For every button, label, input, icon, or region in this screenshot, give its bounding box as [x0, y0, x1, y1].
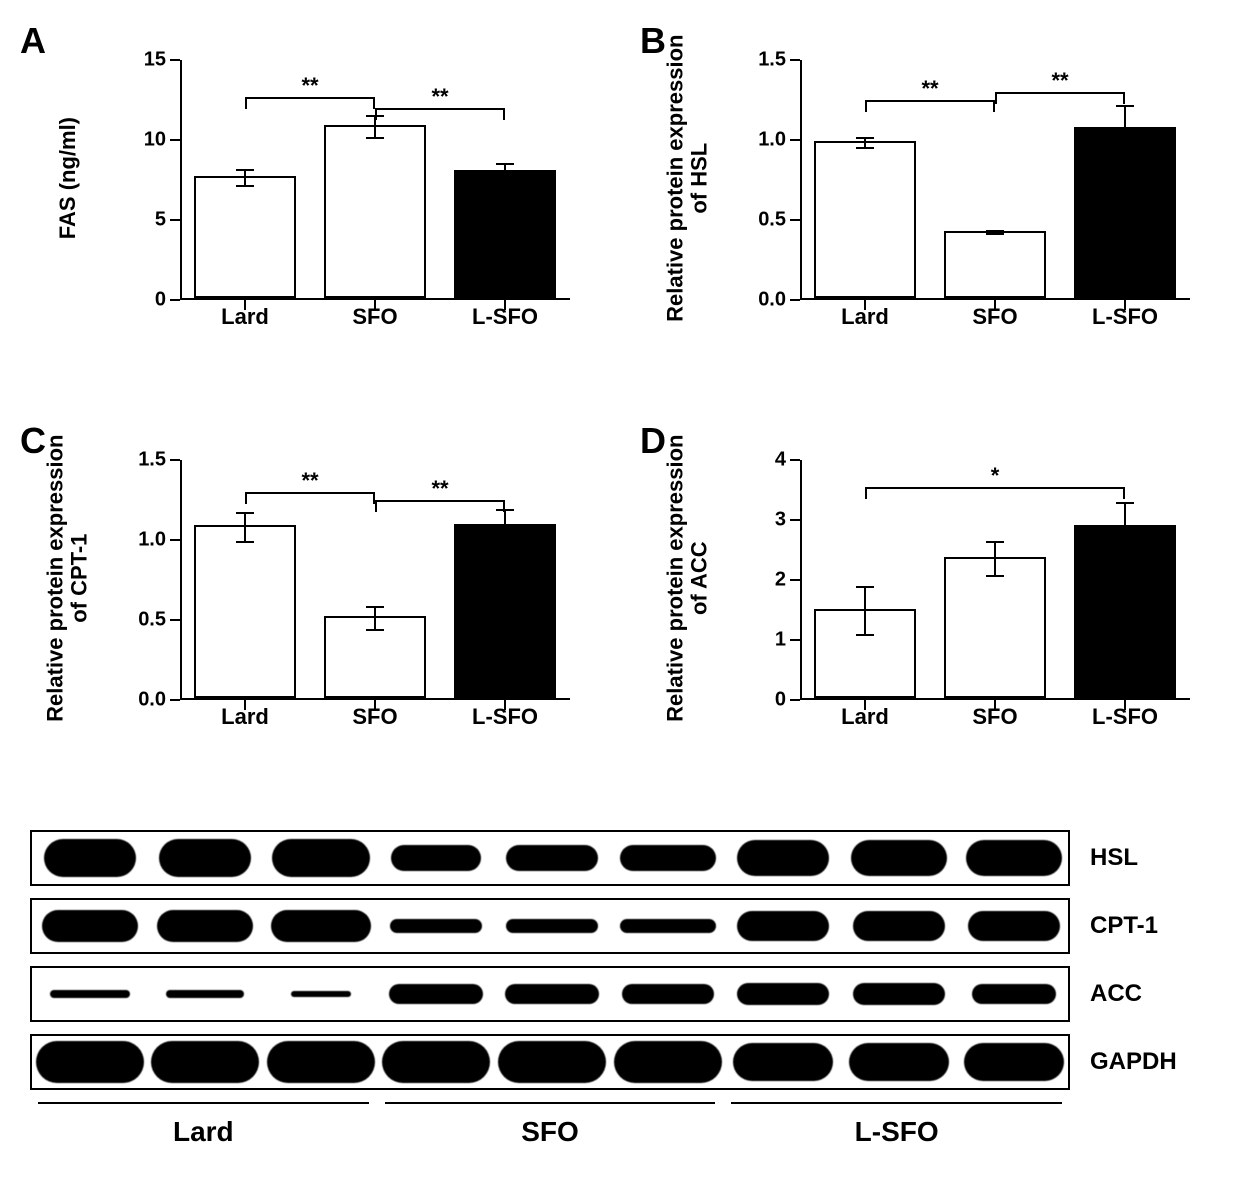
panel-c-chart: 0.00.51.01.5LardSFOL-SFO**** [130, 460, 570, 740]
bar [324, 125, 425, 298]
group-underline [385, 1102, 716, 1104]
blot-band [737, 840, 829, 876]
blot-band [291, 991, 351, 997]
blot-band [44, 839, 136, 877]
blot-band [498, 1041, 606, 1083]
bar [194, 176, 295, 298]
bar [454, 524, 555, 698]
x-tick-label: Lard [221, 704, 269, 730]
blot-box [30, 830, 1070, 886]
x-tick-label: Lard [841, 704, 889, 730]
figure: A FAS (ng/ml) 051015LardSFOL-SFO**** B R… [20, 20, 1220, 1162]
panel-b-ylabel: Relative protein expression of HSL [648, 39, 728, 319]
blot-band [505, 984, 599, 1004]
blot-row: CPT-1 [20, 898, 1220, 954]
blot-row-label: ACC [1090, 980, 1142, 1008]
x-tick-label: SFO [352, 704, 397, 730]
panel-a-chart: 051015LardSFOL-SFO**** [130, 60, 570, 340]
blot-band [390, 919, 482, 933]
panel-c: C Relative protein expression of CPT-1 0… [20, 420, 600, 790]
blot-band [157, 910, 253, 942]
significance-label: ** [301, 468, 318, 494]
blot-band [966, 840, 1062, 876]
group-underline [38, 1102, 369, 1104]
x-tick-label: L-SFO [472, 704, 538, 730]
group-label: L-SFO [855, 1116, 939, 1148]
panel-a: A FAS (ng/ml) 051015LardSFOL-SFO**** [20, 20, 600, 390]
blot-box [30, 898, 1070, 954]
blot-band [42, 910, 138, 942]
blot-band [50, 990, 130, 998]
significance-label: ** [431, 476, 448, 502]
bar [944, 231, 1045, 298]
blot-band [972, 984, 1056, 1004]
blot-box [30, 1034, 1070, 1090]
blot-row: GAPDH [20, 1034, 1220, 1090]
blot-band [733, 1043, 833, 1081]
bar [814, 141, 915, 298]
blot-band [36, 1041, 144, 1083]
blot-band [159, 839, 251, 877]
blot-band [620, 845, 716, 871]
blot-band [151, 1041, 259, 1083]
blot-band [622, 984, 714, 1004]
blot-band [964, 1043, 1064, 1081]
blot-band [271, 910, 371, 942]
significance-label: ** [921, 76, 938, 102]
bar [194, 525, 295, 698]
panel-c-ylabel: Relative protein expression of CPT-1 [28, 439, 108, 719]
x-tick-label: L-SFO [1092, 304, 1158, 330]
group-underline [731, 1102, 1062, 1104]
western-blots: HSL CPT-1 ACC GAPDH Lard SFO L-SFO [20, 830, 1220, 1162]
blot-band [851, 840, 947, 876]
panel-b-chart: 0.00.51.01.5LardSFOL-SFO**** [750, 60, 1190, 340]
x-tick-label: SFO [972, 704, 1017, 730]
blot-row-label: HSL [1090, 844, 1138, 872]
charts-grid: A FAS (ng/ml) 051015LardSFOL-SFO**** B R… [20, 20, 1220, 790]
bar [944, 557, 1045, 698]
blot-band [389, 984, 483, 1004]
bar [454, 170, 555, 298]
blot-band [737, 983, 829, 1005]
blot-band [272, 839, 370, 877]
blot-box [30, 966, 1070, 1022]
x-tick-label: L-SFO [472, 304, 538, 330]
blot-row: ACC [20, 966, 1220, 1022]
x-tick-label: SFO [972, 304, 1017, 330]
x-tick-label: SFO [352, 304, 397, 330]
group-label: Lard [173, 1116, 234, 1148]
panel-b: B Relative protein expression of HSL 0.0… [640, 20, 1220, 390]
bar [1074, 127, 1175, 298]
x-tick-label: Lard [221, 304, 269, 330]
significance-label: ** [301, 73, 318, 99]
blot-band [382, 1041, 490, 1083]
blot-band [166, 990, 244, 998]
panel-a-ylabel: FAS (ng/ml) [28, 39, 108, 319]
blot-band [737, 911, 829, 941]
blot-row: HSL [20, 830, 1220, 886]
panel-d-ylabel: Relative protein expression of ACC [648, 439, 728, 719]
x-tick-label: L-SFO [1092, 704, 1158, 730]
blot-band [853, 983, 945, 1005]
group-label: SFO [521, 1116, 579, 1148]
blot-band [506, 919, 598, 933]
panel-d: D Relative protein expression of ACC 012… [640, 420, 1220, 790]
blot-band [391, 845, 481, 871]
blot-band [614, 1041, 722, 1083]
blot-band [849, 1043, 949, 1081]
blot-band [968, 911, 1060, 941]
panel-d-chart: 01234LardSFOL-SFO* [750, 460, 1190, 740]
significance-label: ** [1051, 68, 1068, 94]
blot-row-label: CPT-1 [1090, 912, 1158, 940]
blot-band [506, 845, 598, 871]
blot-band [267, 1041, 375, 1083]
significance-label: ** [431, 84, 448, 110]
blot-row-label: GAPDH [1090, 1048, 1177, 1076]
significance-label: * [991, 463, 1000, 489]
blot-band [620, 919, 716, 933]
x-tick-label: Lard [841, 304, 889, 330]
blot-band [853, 911, 945, 941]
